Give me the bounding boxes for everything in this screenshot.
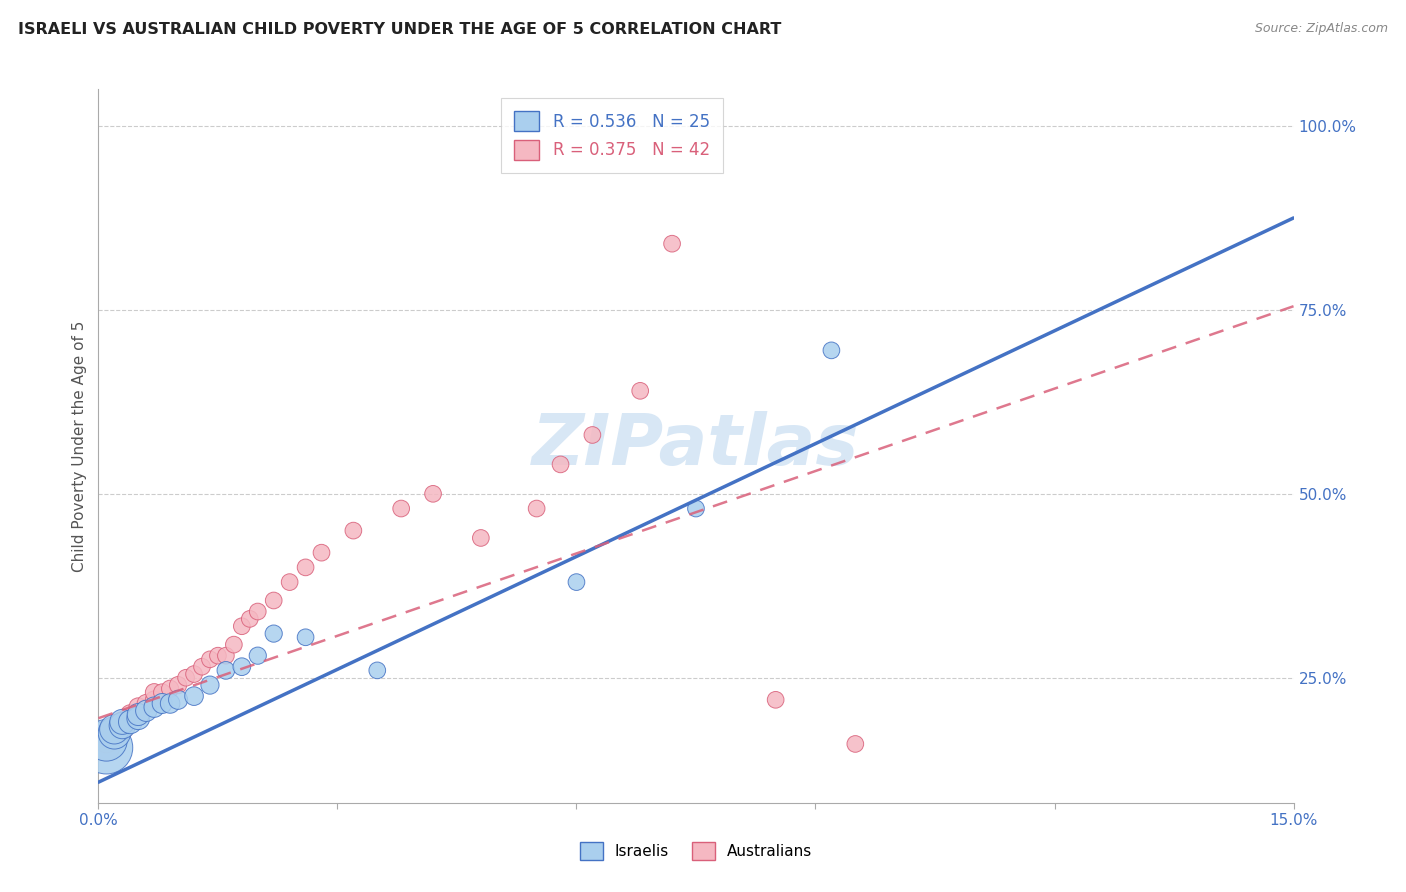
Point [135, 704, 157, 718]
Point [526, 501, 548, 516]
Point [685, 501, 707, 516]
Point [311, 546, 333, 560]
Point [111, 723, 134, 737]
Point [111, 718, 134, 732]
Text: ISRAELI VS AUSTRALIAN CHILD POVERTY UNDER THE AGE OF 5 CORRELATION CHART: ISRAELI VS AUSTRALIAN CHILD POVERTY UNDE… [18, 22, 782, 37]
Point [278, 575, 301, 590]
Point [389, 501, 412, 516]
Point [198, 678, 221, 692]
Point [422, 487, 444, 501]
Point [820, 343, 842, 358]
Legend: Israelis, Australians: Israelis, Australians [574, 836, 818, 866]
Point [111, 714, 134, 729]
Point [167, 678, 190, 692]
Point [143, 685, 166, 699]
Point [127, 711, 149, 725]
Point [120, 707, 142, 722]
Point [96, 733, 118, 747]
Point [183, 667, 205, 681]
Point [844, 737, 866, 751]
Text: Source: ZipAtlas.com: Source: ZipAtlas.com [1254, 22, 1388, 36]
Point [127, 700, 149, 714]
Point [174, 671, 197, 685]
Point [263, 593, 285, 607]
Point [661, 236, 683, 251]
Point [470, 531, 492, 545]
Point [207, 648, 229, 663]
Point [628, 384, 651, 398]
Point [103, 723, 125, 737]
Point [215, 648, 238, 663]
Point [111, 714, 134, 729]
Text: ZIPatlas: ZIPatlas [533, 411, 859, 481]
Point [143, 693, 166, 707]
Point [143, 700, 166, 714]
Point [246, 605, 269, 619]
Point [550, 458, 572, 472]
Point [96, 740, 118, 755]
Point [581, 428, 603, 442]
Point [294, 630, 316, 644]
Point [103, 723, 125, 737]
Point [127, 707, 149, 722]
Point [150, 685, 173, 699]
Point [191, 659, 214, 673]
Point [215, 664, 238, 678]
Point [263, 626, 285, 640]
Point [366, 664, 388, 678]
Point [103, 726, 125, 740]
Point [198, 652, 221, 666]
Point [103, 730, 125, 744]
Point [96, 726, 118, 740]
Point [167, 693, 190, 707]
Point [159, 681, 181, 696]
Point [150, 697, 173, 711]
Point [294, 560, 316, 574]
Point [96, 740, 118, 755]
Point [565, 575, 588, 590]
Point [231, 659, 253, 673]
Point [765, 693, 787, 707]
Point [127, 707, 149, 722]
Point [135, 697, 157, 711]
Y-axis label: Child Poverty Under the Age of 5: Child Poverty Under the Age of 5 [72, 320, 87, 572]
Point [222, 638, 245, 652]
Point [246, 648, 269, 663]
Point [342, 524, 364, 538]
Point [120, 714, 142, 729]
Point [96, 733, 118, 747]
Point [159, 697, 181, 711]
Point [239, 612, 262, 626]
Point [183, 689, 205, 703]
Point [120, 711, 142, 725]
Point [231, 619, 253, 633]
